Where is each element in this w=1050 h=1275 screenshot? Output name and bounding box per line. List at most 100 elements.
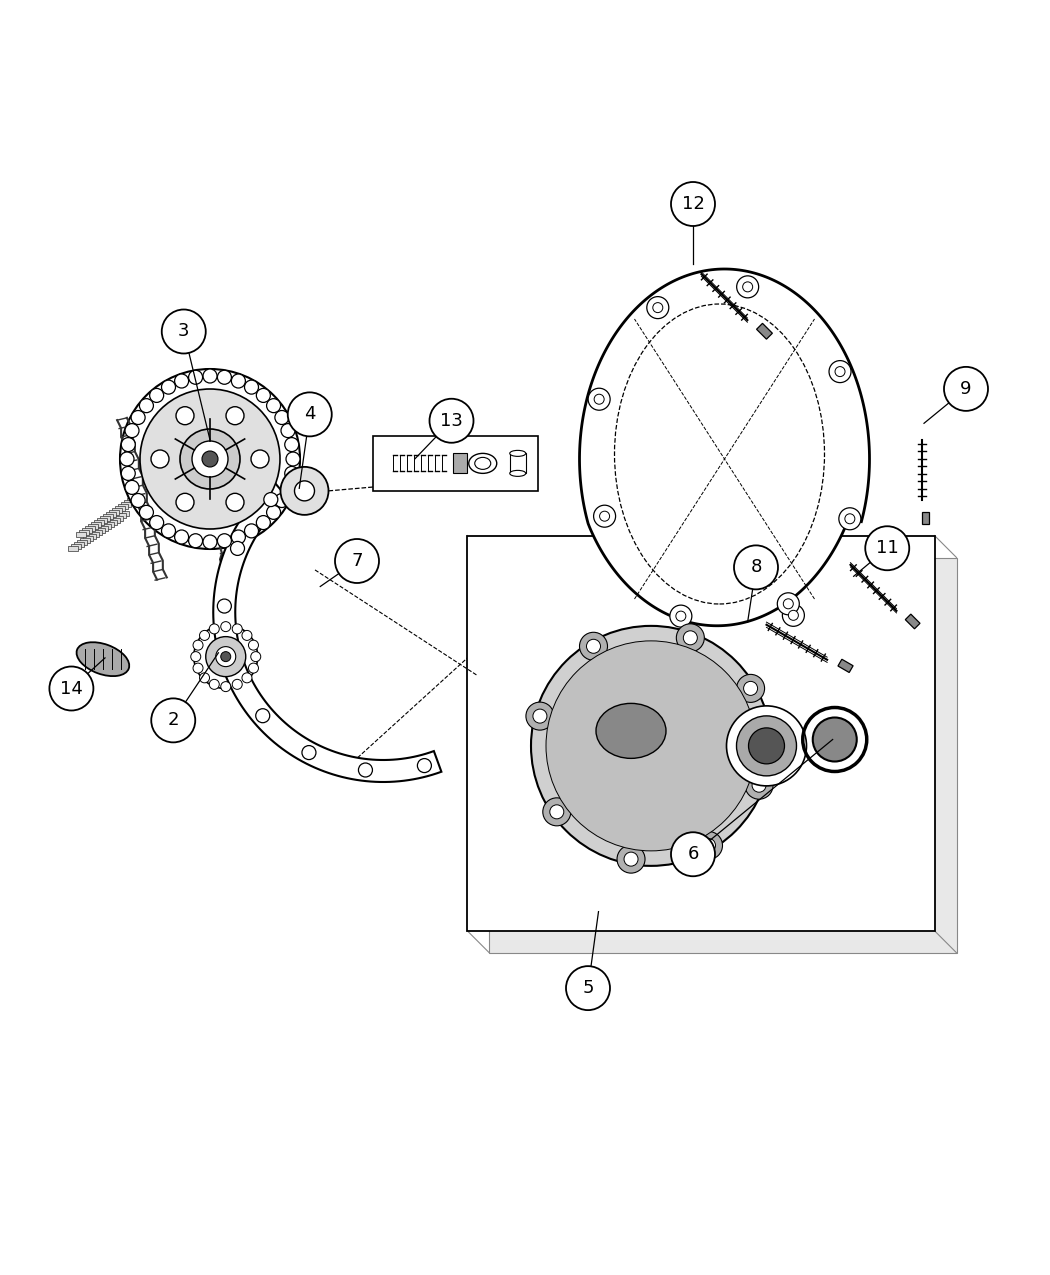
Bar xyxy=(118,504,128,509)
Bar xyxy=(119,511,129,516)
Circle shape xyxy=(727,706,806,785)
Circle shape xyxy=(281,481,295,495)
Bar xyxy=(124,500,133,505)
Circle shape xyxy=(232,680,243,690)
Circle shape xyxy=(249,640,258,650)
Bar xyxy=(127,497,136,502)
Bar xyxy=(83,536,92,541)
Circle shape xyxy=(226,407,244,425)
Bar xyxy=(68,546,78,551)
Polygon shape xyxy=(580,269,869,626)
Circle shape xyxy=(131,493,145,507)
Circle shape xyxy=(580,632,608,660)
Circle shape xyxy=(749,728,784,764)
Circle shape xyxy=(647,297,669,319)
Bar xyxy=(82,528,91,533)
Bar xyxy=(373,436,538,491)
Circle shape xyxy=(150,389,164,403)
Circle shape xyxy=(288,393,332,436)
Circle shape xyxy=(566,966,610,1010)
Circle shape xyxy=(429,399,474,442)
Bar xyxy=(86,534,96,539)
Circle shape xyxy=(694,831,722,859)
Circle shape xyxy=(737,674,764,703)
Ellipse shape xyxy=(468,454,497,473)
Circle shape xyxy=(120,453,134,465)
Circle shape xyxy=(865,527,909,570)
Circle shape xyxy=(845,514,855,524)
Circle shape xyxy=(813,718,857,761)
Circle shape xyxy=(162,524,175,538)
Bar xyxy=(114,506,125,511)
Bar xyxy=(107,520,117,524)
Polygon shape xyxy=(489,557,957,952)
Circle shape xyxy=(294,481,315,501)
Circle shape xyxy=(162,380,175,394)
Circle shape xyxy=(245,524,258,538)
Text: 14: 14 xyxy=(60,680,83,697)
Circle shape xyxy=(203,368,217,382)
Bar xyxy=(79,530,89,536)
Bar xyxy=(97,518,107,523)
Circle shape xyxy=(267,505,280,519)
Text: 2: 2 xyxy=(168,711,178,729)
Circle shape xyxy=(131,411,145,425)
Circle shape xyxy=(742,282,753,292)
Bar xyxy=(922,511,929,524)
Text: 5: 5 xyxy=(583,979,593,997)
Circle shape xyxy=(275,493,289,507)
Bar xyxy=(103,514,112,519)
Bar xyxy=(509,454,526,473)
Circle shape xyxy=(220,682,231,691)
Text: 6: 6 xyxy=(688,845,698,863)
Text: 8: 8 xyxy=(751,558,761,576)
Circle shape xyxy=(671,182,715,226)
Circle shape xyxy=(121,467,135,481)
Bar xyxy=(100,516,110,521)
Bar xyxy=(121,501,131,506)
Circle shape xyxy=(588,388,610,411)
Circle shape xyxy=(49,667,93,710)
Circle shape xyxy=(285,437,299,451)
Bar xyxy=(109,510,119,515)
Bar xyxy=(85,527,94,532)
Circle shape xyxy=(245,380,258,394)
Circle shape xyxy=(140,505,153,519)
Circle shape xyxy=(125,481,139,495)
Circle shape xyxy=(193,640,203,650)
Bar xyxy=(80,538,89,543)
Bar xyxy=(98,525,108,530)
Circle shape xyxy=(215,646,236,667)
Circle shape xyxy=(151,450,169,468)
Circle shape xyxy=(120,368,300,550)
Bar xyxy=(905,615,920,629)
Circle shape xyxy=(944,367,988,411)
Circle shape xyxy=(231,374,246,388)
Circle shape xyxy=(777,593,799,615)
Circle shape xyxy=(550,805,564,819)
Circle shape xyxy=(256,515,270,529)
Circle shape xyxy=(174,530,189,544)
Circle shape xyxy=(251,450,269,468)
Circle shape xyxy=(202,451,218,467)
Bar xyxy=(76,533,86,538)
Circle shape xyxy=(176,493,194,511)
Circle shape xyxy=(653,302,663,312)
Circle shape xyxy=(600,511,610,521)
Circle shape xyxy=(191,652,201,662)
Circle shape xyxy=(734,546,778,589)
Circle shape xyxy=(193,663,203,673)
Text: 13: 13 xyxy=(440,412,463,430)
Circle shape xyxy=(285,467,299,481)
Text: 9: 9 xyxy=(961,380,971,398)
Circle shape xyxy=(249,663,258,673)
Circle shape xyxy=(189,370,203,384)
Bar xyxy=(106,513,116,516)
Circle shape xyxy=(783,599,794,608)
Bar xyxy=(70,544,81,550)
Circle shape xyxy=(267,399,280,413)
Circle shape xyxy=(220,622,231,631)
Circle shape xyxy=(217,599,231,613)
Bar xyxy=(757,324,773,339)
Circle shape xyxy=(789,611,798,621)
